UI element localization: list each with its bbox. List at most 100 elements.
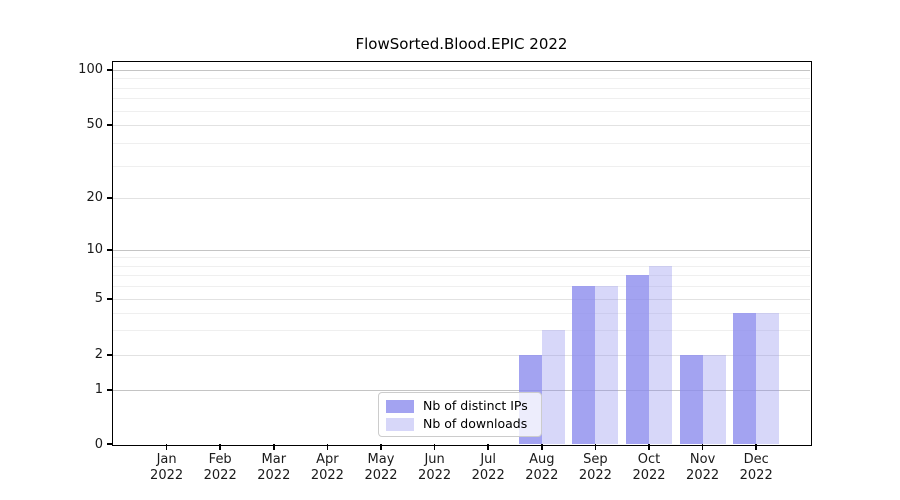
legend-swatch-distinct-ips: [386, 399, 414, 413]
x-tick-label-jan: Jan 2022: [135, 452, 199, 484]
bar-ips-dec: [733, 312, 757, 444]
plot-area: [113, 62, 810, 444]
gridline-10: [113, 249, 810, 251]
x-tick-jan: [165, 444, 168, 450]
gridline-70: [113, 98, 810, 100]
x-tick-sep: [594, 444, 597, 450]
legend: Nb of distinct IPs Nb of downloads: [378, 392, 542, 437]
gridline-6: [113, 286, 810, 288]
gridline-1: [113, 389, 810, 391]
legend-item-distinct-ips: Nb of distinct IPs: [386, 399, 533, 413]
x-tick-month: Apr: [316, 452, 339, 467]
x-tick-label-jun: Jun 2022: [403, 452, 467, 484]
y-tick-label-2: 2: [94, 347, 103, 363]
bar-downloads-nov: [702, 354, 726, 444]
gridline-2: [113, 354, 810, 356]
gridline-7: [113, 275, 810, 277]
gridline-80: [113, 87, 810, 89]
gridline-4: [113, 312, 810, 314]
gridline-3: [113, 330, 810, 332]
x-tick-month: Oct: [637, 452, 661, 467]
x-tick-may: [380, 444, 382, 450]
y-tick-label-20: 20: [86, 190, 103, 206]
x-tick-month: Jul: [480, 452, 497, 467]
x-tick-feb: [219, 444, 221, 450]
x-tick-month: Nov: [689, 452, 716, 467]
x-tick-jun: [433, 444, 436, 450]
x-tick-month: Dec: [743, 452, 769, 467]
x-tick-nov: [701, 444, 704, 450]
x-tick-year: 2022: [257, 468, 291, 483]
x-tick-label-nov: Nov 2022: [671, 452, 735, 484]
y-tick-label-100: 100: [78, 62, 103, 78]
x-tick-aug: [541, 444, 543, 450]
x-tick-mar: [273, 444, 275, 450]
bar-downloads-aug: [541, 330, 565, 444]
x-tick-month: May: [367, 452, 395, 467]
bar-ips-nov: [679, 354, 703, 444]
x-tick-year: 2022: [471, 468, 505, 483]
y-tick-5: [107, 298, 113, 300]
x-tick-year: 2022: [632, 468, 666, 483]
x-tick-label-oct: Oct 2022: [617, 452, 681, 484]
y-tick-50: [107, 124, 113, 126]
x-tick-month: Sep: [583, 452, 608, 467]
gridline-20: [113, 197, 810, 199]
x-tick-month: Mar: [261, 452, 287, 467]
gridline-60: [113, 110, 810, 112]
gridline-100: [113, 69, 810, 71]
x-tick-year: 2022: [525, 468, 559, 483]
x-tick-apr: [326, 444, 329, 450]
y-tick-2: [107, 354, 113, 356]
legend-item-downloads: Nb of downloads: [386, 417, 533, 431]
x-tick-label-apr: Apr 2022: [295, 452, 359, 484]
x-tick-dec: [755, 444, 757, 450]
y-tick-label-0: 0: [94, 436, 103, 452]
x-tick-label-dec: Dec 2022: [724, 452, 788, 484]
x-tick-year: 2022: [418, 468, 452, 483]
x-tick-year: 2022: [739, 468, 773, 483]
x-tick-label-mar: Mar 2022: [242, 452, 306, 484]
gridline-9: [113, 257, 810, 259]
y-tick-label-1: 1: [94, 382, 103, 398]
gridline-90: [113, 78, 810, 80]
gridline-50: [113, 124, 810, 126]
x-tick-oct: [648, 444, 650, 450]
x-tick-label-feb: Feb 2022: [188, 452, 252, 484]
bar-ips-oct: [626, 275, 649, 444]
gridline-30: [113, 165, 810, 167]
x-tick-month: Jan: [156, 452, 177, 467]
bar-downloads-dec: [756, 312, 780, 444]
x-tick-month: Jun: [424, 452, 445, 467]
bar-downloads-sep: [595, 286, 619, 444]
gridline-8: [113, 265, 810, 267]
legend-label-downloads: Nb of downloads: [423, 416, 528, 431]
y-tick-10: [107, 249, 113, 251]
x-tick-label-may: May 2022: [349, 452, 413, 484]
gridline-40: [113, 142, 810, 144]
x-tick-label-aug: Aug 2022: [510, 452, 574, 484]
y-tick-20: [107, 197, 113, 199]
x-tick-year: 2022: [150, 468, 184, 483]
y-tick-0: [107, 443, 113, 445]
x-tick-label-jul: Jul 2022: [456, 452, 520, 484]
x-tick-year: 2022: [364, 468, 398, 483]
x-tick-label-sep: Sep 2022: [563, 452, 627, 484]
x-tick-year: 2022: [203, 468, 237, 483]
x-tick-year: 2022: [578, 468, 612, 483]
y-tick-1: [107, 389, 113, 391]
legend-label-distinct-ips: Nb of distinct IPs: [423, 398, 528, 413]
bar-ips-sep: [572, 286, 596, 444]
x-tick-year: 2022: [686, 468, 720, 483]
y-tick-100: [107, 69, 113, 71]
gridline-5: [113, 298, 810, 300]
legend-swatch-downloads: [386, 417, 414, 431]
x-tick-month: Feb: [208, 452, 232, 467]
chart-title: FlowSorted.Blood.EPIC 2022: [355, 35, 568, 53]
y-tick-label-10: 10: [86, 242, 103, 258]
x-tick-year: 2022: [310, 468, 344, 483]
x-tick-month: Aug: [529, 452, 555, 467]
x-tick-jul: [487, 444, 489, 450]
y-tick-label-50: 50: [86, 117, 103, 133]
